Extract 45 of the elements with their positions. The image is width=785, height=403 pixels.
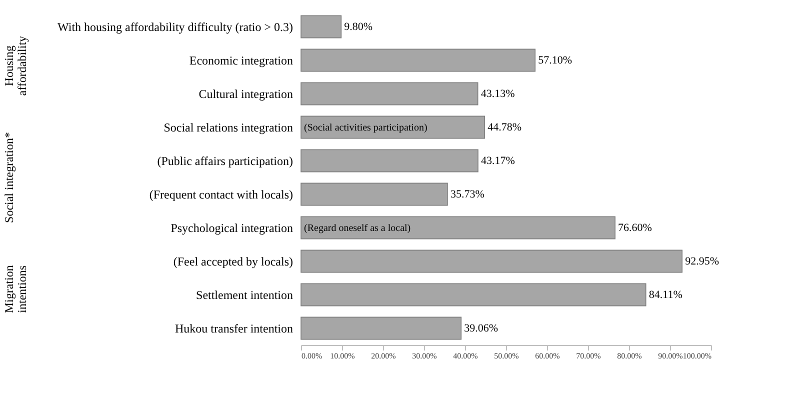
x-tick-label: 20.00% — [371, 352, 396, 360]
annotation: Psychological integration — [170, 220, 293, 235]
y-tick-label: (Regard oneself as a local) — [304, 222, 411, 234]
x-tick-label: 60.00% — [535, 352, 560, 360]
data-label: 57.10% — [538, 54, 572, 66]
bar — [300, 283, 646, 306]
x-tick-label: 100.00% — [682, 352, 712, 360]
y-tick-label: Cultural integration — [198, 86, 293, 101]
data-label: 43.17% — [480, 154, 515, 167]
text: Housing affordability — [2, 36, 29, 96]
y-tick-label: Economic integration — [189, 53, 293, 68]
data-label: 44.78% — [488, 121, 522, 134]
x-tick-label: 0.00% — [302, 352, 322, 360]
x-tick-label: 80.00% — [617, 352, 642, 360]
bar — [300, 216, 616, 240]
data-label: 84.11% — [648, 288, 682, 301]
y-tick-label: (Social activities participation) — [304, 122, 428, 134]
data-label: 9.80% — [344, 20, 373, 33]
annotation: Social relations integration — [164, 120, 293, 134]
text: Social integration* — [2, 132, 16, 223]
bar — [300, 250, 682, 273]
bar — [300, 15, 342, 38]
bar — [300, 82, 478, 106]
y-tick-label: (Public affairs participation) — [157, 154, 293, 168]
bar — [300, 316, 462, 340]
data-label: 43.13% — [480, 88, 515, 100]
data-label: 35.73% — [450, 188, 484, 200]
x-tick-label: 10.00% — [330, 352, 356, 360]
y-tick-label: Hukou transfer intention — [175, 321, 293, 336]
data-label: 39.06% — [464, 322, 498, 334]
x-tick-label: 90.00% — [658, 352, 684, 360]
bar — [300, 182, 448, 206]
x-tick-label: 30.00% — [412, 352, 438, 360]
text: Migration intentions — [2, 265, 29, 314]
bar — [300, 149, 478, 172]
bar — [300, 48, 536, 72]
data-label: 92.95% — [685, 255, 720, 268]
y-tick-label: With housing affordability difficulty (ratio > 0.3) — [58, 20, 293, 34]
y-tick-label: (Frequent contact with locals) — [149, 187, 293, 202]
data-label: 76.60% — [618, 222, 652, 234]
x-tick-label: 50.00% — [494, 352, 520, 360]
y-tick-label: (Feel accepted by locals) — [173, 254, 293, 268]
y-tick-label: Settlement intention — [196, 288, 293, 302]
x-tick-label: 40.00% — [453, 352, 478, 360]
x-tick-label: 70.00% — [576, 352, 602, 360]
